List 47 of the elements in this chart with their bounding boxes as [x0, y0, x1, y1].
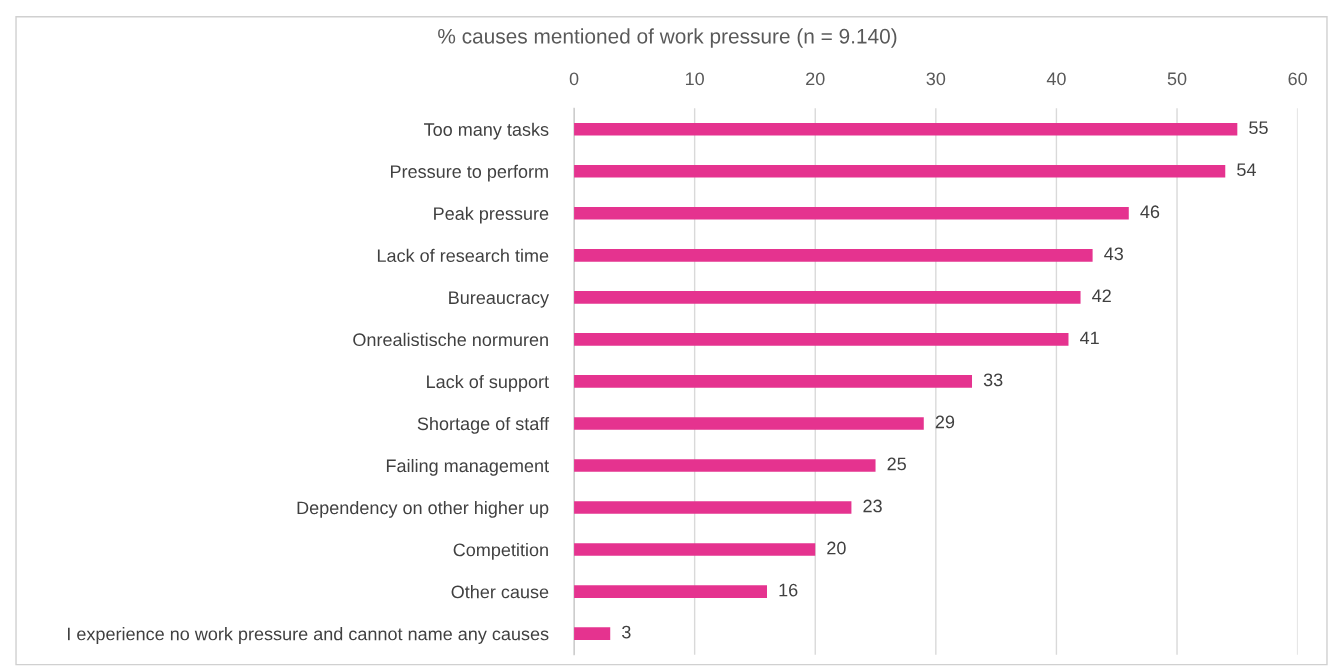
data-label: 43 [1104, 247, 1124, 261]
bar [574, 627, 611, 640]
data-label: 23 [863, 499, 882, 513]
chart-title: % causes mentioned of work pressure (n = 9.140) [438, 28, 897, 48]
y-tick-label: Onrealistische normuren [353, 332, 548, 347]
bar [574, 501, 852, 514]
bar [574, 206, 1129, 220]
bar [574, 122, 1238, 136]
y-tick-label: Pressure to perform [391, 164, 548, 182]
data-label: 42 [1092, 289, 1111, 303]
y-tick-label: Peak pressure [434, 206, 549, 224]
y-tick-label: I experience no work pressure and cannot name any causes [67, 627, 549, 644]
x-tick-label: 10 [685, 72, 704, 86]
data-label: 16 [779, 583, 798, 597]
data-label: 25 [887, 457, 906, 471]
y-tick-label: Failing management [386, 458, 549, 476]
bar [574, 291, 1081, 304]
y-tick-label: Competition [453, 543, 548, 560]
x-tick-label: 40 [1046, 72, 1066, 86]
data-label: 20 [827, 541, 846, 555]
y-tick-label: Other cause [451, 585, 549, 599]
bar [574, 543, 816, 556]
y-tick-label: Lack of research time [377, 248, 549, 263]
x-tick-label: 20 [806, 72, 825, 86]
data-label: 29 [935, 415, 955, 429]
y-tick-label: Too many tasks [424, 122, 549, 140]
y-tick-label: Bureaucracy [449, 291, 550, 308]
data-label: 46 [1140, 205, 1160, 219]
bar [574, 375, 973, 388]
bar [574, 417, 924, 430]
data-label: 55 [1249, 121, 1268, 135]
bar [574, 585, 767, 598]
data-label: 41 [1080, 331, 1099, 345]
x-tick-label: 50 [1167, 72, 1187, 86]
y-tick-label: Shortage of staff [417, 416, 550, 434]
data-label: 3 [622, 625, 631, 639]
x-tick-label: 0 [569, 72, 579, 86]
y-tick-label: Dependency on other higher up [297, 500, 549, 518]
y-tick-label: Lack of support [427, 374, 549, 392]
bar [574, 333, 1069, 346]
bar [574, 249, 1093, 262]
data-label: 54 [1237, 163, 1256, 177]
data-label: 33 [983, 373, 1003, 387]
bar [574, 164, 1226, 178]
x-tick-label: 30 [926, 72, 946, 86]
x-tick-label: 60 [1288, 72, 1307, 86]
bar [574, 459, 876, 472]
